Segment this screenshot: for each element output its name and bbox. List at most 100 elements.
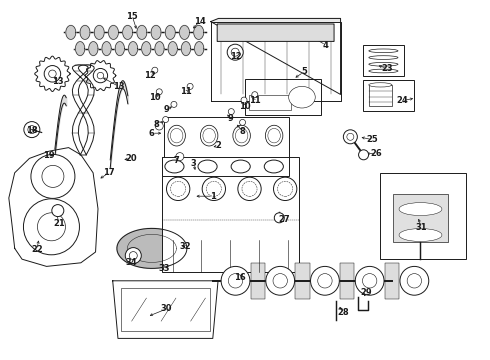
Bar <box>363 45 404 76</box>
Bar <box>392 194 448 242</box>
Ellipse shape <box>369 49 398 53</box>
Ellipse shape <box>399 229 442 242</box>
Polygon shape <box>128 42 138 55</box>
Text: 6: 6 <box>149 129 155 138</box>
Text: 12: 12 <box>144 71 155 80</box>
Circle shape <box>180 241 191 252</box>
Circle shape <box>44 66 61 82</box>
Polygon shape <box>94 26 104 39</box>
Circle shape <box>125 248 141 264</box>
Text: 2: 2 <box>215 141 221 150</box>
Circle shape <box>278 181 293 197</box>
Polygon shape <box>117 228 187 269</box>
Circle shape <box>359 150 368 160</box>
Text: 21: 21 <box>53 219 65 228</box>
Text: 5: 5 <box>301 68 307 77</box>
Circle shape <box>355 266 384 295</box>
Circle shape <box>171 181 186 197</box>
Polygon shape <box>66 26 76 39</box>
Circle shape <box>407 274 421 288</box>
Polygon shape <box>195 42 204 55</box>
Polygon shape <box>194 26 204 39</box>
Circle shape <box>183 244 188 249</box>
Polygon shape <box>142 42 151 55</box>
Ellipse shape <box>369 83 392 87</box>
Text: 30: 30 <box>161 305 172 313</box>
Circle shape <box>221 266 250 295</box>
Text: 16: 16 <box>234 273 246 282</box>
Circle shape <box>24 199 79 255</box>
Polygon shape <box>108 26 119 39</box>
Circle shape <box>318 274 332 288</box>
Text: 25: 25 <box>367 135 378 144</box>
Text: 32: 32 <box>179 242 191 251</box>
Circle shape <box>97 72 104 79</box>
Circle shape <box>400 266 429 295</box>
Circle shape <box>93 68 108 83</box>
Polygon shape <box>137 26 147 39</box>
Circle shape <box>266 266 294 295</box>
Circle shape <box>187 84 193 89</box>
Circle shape <box>240 120 245 125</box>
Text: 29: 29 <box>361 288 372 297</box>
Text: 18: 18 <box>26 126 38 135</box>
Circle shape <box>231 48 239 56</box>
Circle shape <box>49 70 56 77</box>
Polygon shape <box>165 26 175 39</box>
Circle shape <box>252 92 258 98</box>
Text: 8: 8 <box>240 127 245 136</box>
Ellipse shape <box>235 129 248 143</box>
Text: 26: 26 <box>370 149 382 158</box>
Ellipse shape <box>198 160 217 173</box>
Text: 31: 31 <box>416 223 427 232</box>
Circle shape <box>155 122 163 130</box>
Ellipse shape <box>171 129 183 143</box>
Text: 14: 14 <box>194 17 205 26</box>
Text: 1: 1 <box>210 192 216 201</box>
Text: 10: 10 <box>148 93 160 102</box>
Polygon shape <box>151 26 161 39</box>
Text: 34: 34 <box>125 258 137 266</box>
Circle shape <box>311 266 340 295</box>
Polygon shape <box>9 148 98 266</box>
Text: 28: 28 <box>337 308 349 317</box>
Ellipse shape <box>266 125 283 146</box>
Circle shape <box>273 274 288 288</box>
Text: 12: 12 <box>230 52 242 61</box>
Text: 4: 4 <box>323 40 329 49</box>
Circle shape <box>273 177 297 201</box>
Text: 22: 22 <box>31 246 43 254</box>
Text: 20: 20 <box>125 154 137 163</box>
Circle shape <box>241 97 247 103</box>
Text: 33: 33 <box>158 264 170 273</box>
Ellipse shape <box>369 56 398 59</box>
Text: 8: 8 <box>154 120 160 129</box>
Ellipse shape <box>289 86 315 108</box>
Text: 13: 13 <box>113 82 124 91</box>
Text: 10: 10 <box>239 102 251 111</box>
Polygon shape <box>211 22 341 101</box>
Ellipse shape <box>233 125 250 146</box>
Bar <box>363 80 414 111</box>
Text: 9: 9 <box>227 113 233 122</box>
Bar <box>162 157 289 176</box>
Text: 17: 17 <box>103 168 115 177</box>
Circle shape <box>28 126 36 134</box>
Circle shape <box>231 48 239 56</box>
Text: 27: 27 <box>278 215 290 224</box>
Circle shape <box>52 204 64 217</box>
Text: 13: 13 <box>52 77 64 85</box>
Circle shape <box>274 213 284 223</box>
Circle shape <box>129 252 137 260</box>
Circle shape <box>42 165 64 188</box>
Bar <box>249 95 291 110</box>
Ellipse shape <box>268 129 280 143</box>
Circle shape <box>363 274 377 288</box>
Ellipse shape <box>165 160 184 173</box>
Circle shape <box>228 274 243 288</box>
Bar <box>162 157 299 272</box>
Circle shape <box>176 153 184 161</box>
Text: 11: 11 <box>180 87 192 96</box>
Bar <box>121 288 210 332</box>
Polygon shape <box>179 26 190 39</box>
